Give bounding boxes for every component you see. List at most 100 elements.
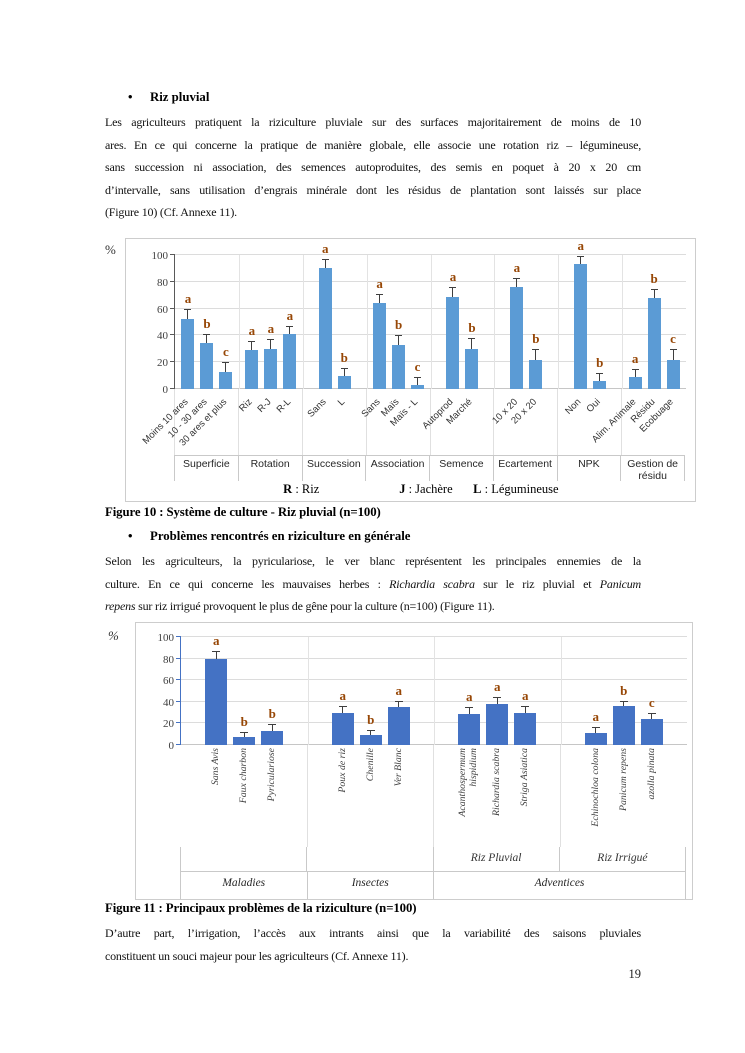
axis-tick [170,307,175,309]
category-label: Oui [584,396,603,415]
group-label: Succession [303,456,367,481]
bar-slot: a [283,255,297,389]
bar [640,719,663,745]
bar-slot: a [245,255,259,389]
error-bar [225,362,227,372]
significance-letter: b [268,706,276,722]
gridline [175,361,686,363]
error-bar [516,277,518,288]
error-bar-cap [521,706,530,708]
error-bar [324,259,326,269]
bar [666,359,680,389]
x-axis-label-area: Sans Avis Faux charbon Pyriculariose Poux d… [180,745,686,847]
text-line: Selon les agriculteurs, la pyriculariose… [105,554,641,568]
bullet-heading-problemes: • Problèmes rencontrés en riziculture en … [128,529,411,544]
significance-letter: a [248,322,256,338]
figure-11: % 0 20 40 60 80 100 a b b a b a a a a a b c Sans Avis Faux … [105,622,715,902]
significance-letter: a [321,241,329,257]
text-line: d’intervalle, sans utilisation d’engrais… [105,182,641,197]
bar-slot: b [529,255,543,389]
gridline [175,254,686,255]
figure-10-caption: Figure 10 : Système de culture - Riz plu… [105,505,381,519]
bar [337,375,351,389]
axis-tick [170,388,175,389]
bar-slot: b [233,637,256,745]
significance-letter: c [648,694,655,710]
category-label: Sans [359,396,383,420]
gridline [181,700,687,702]
category-label-slot: Faux charbon [230,747,256,845]
y-tick-label: 80 [163,653,174,666]
error-bar [417,376,419,385]
group-label: Ecartement [494,456,558,481]
bar [529,359,543,389]
significance-letter: a [184,290,192,306]
legend-item: R : Riz [283,482,320,496]
significance-letter: a [395,682,403,698]
bar-slot: c [640,637,663,745]
gridline [181,636,687,637]
y-axis-unit-label: % [108,628,119,643]
error-bar-cap [267,339,275,341]
gridline [181,722,687,724]
bar [574,264,588,389]
text-line: Les agriculteurs pratiquent la rizicultu… [105,115,641,129]
error-bar-cap [414,376,422,378]
bar [387,707,410,745]
error-bar-cap [493,697,502,699]
error-bar [289,326,291,335]
category-label-slot: Striga Asiatica [511,747,537,845]
figure-11-caption: Figure 11 : Principaux problèmes de la r… [105,901,417,915]
error-bar [651,712,653,720]
axis-tick [176,636,181,637]
figure-10-chart: 0 20 40 60 80 100 a b c a a a a b a b c a b a b a b a b c Moins 10… [125,238,696,502]
error-bar [342,706,344,713]
bar [181,319,195,389]
error-bar-cap [596,372,604,374]
error-bar [370,729,372,736]
bar-slot: b [647,255,661,389]
bar [219,371,233,389]
bullet-heading-riz-pluvial: • Riz pluvial [128,90,209,105]
y-tick-label: 40 [157,330,168,343]
axis-tick [176,657,181,659]
abbreviation-legend: R : Riz J : Jachère L : Légumineuse [174,481,685,501]
bar [261,730,284,745]
bar [411,384,425,389]
error-bar-cap [203,334,211,336]
error-bar-cap [449,287,457,289]
error-bar [206,334,208,344]
bar-slot: b [359,637,382,745]
error-bar [595,726,597,734]
bar [514,712,537,745]
bar-slot: c [666,255,680,389]
error-bar [535,348,537,360]
y-tick-label: 100 [151,250,169,262]
error-bar-cap [268,724,277,726]
error-bar [398,700,400,708]
y-tick-label: 60 [163,675,174,688]
bar [647,297,661,389]
error-bar [634,368,636,377]
bar [584,733,607,745]
gridline [181,679,687,681]
text-line: constituent un souci majeur pour les agr… [105,948,409,963]
bullet-heading-label: Riz pluvial [150,90,210,104]
bar-slot: a [264,255,278,389]
category-label-slot: Richardia scabra [483,747,509,845]
gridline [175,280,686,282]
bar-slot: a [514,637,537,745]
bar-slot: a [318,241,332,389]
page-number: 19 [628,967,642,981]
gridline [175,307,686,309]
axis-tick [176,700,181,702]
significance-letter: a [339,688,347,704]
group-label: Association [366,456,430,481]
error-bar [496,697,498,704]
group-label: Semence [430,456,494,481]
